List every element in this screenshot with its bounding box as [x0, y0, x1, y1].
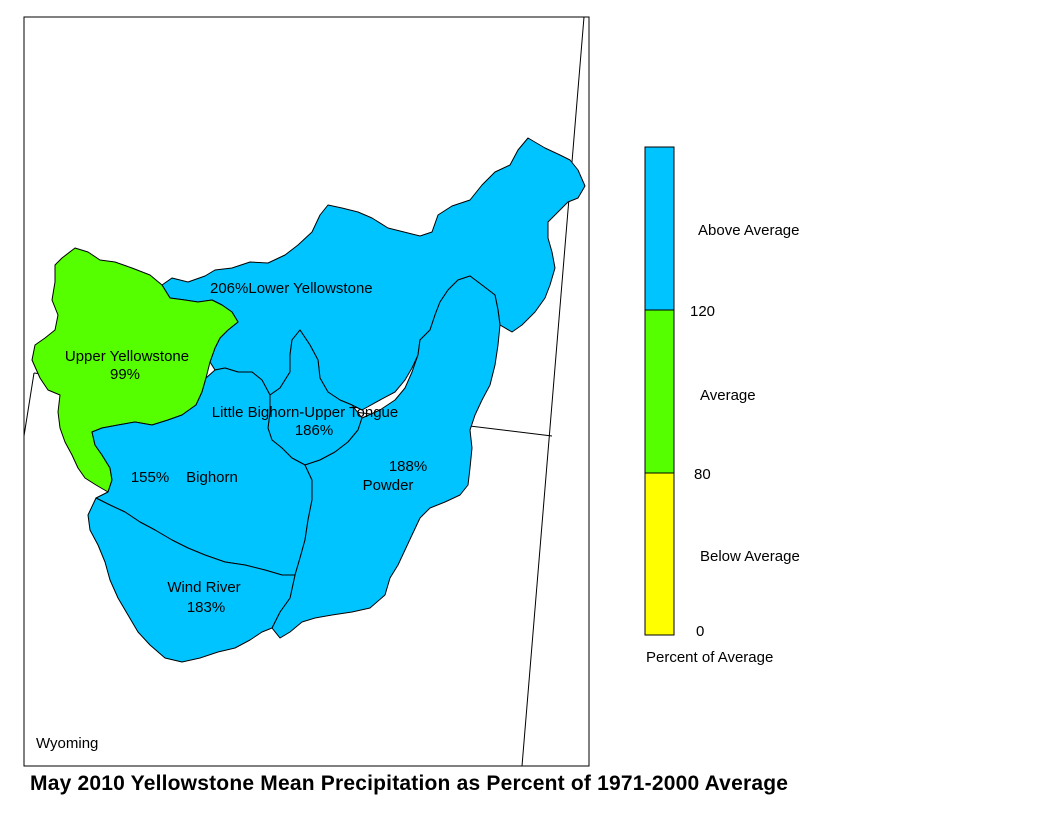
label-bighorn-percent: 155% [131, 469, 169, 486]
legend-swatch-average [645, 310, 674, 473]
legend-title: Percent of Average [646, 649, 773, 666]
legend-label-above: Above Average [698, 222, 799, 239]
label-little-bighorn-name: Little Bighorn-Upper Tongue [212, 404, 399, 421]
legend-break-0: 0 [696, 623, 704, 640]
label-lower-yellowstone: 206%Lower Yellowstone [210, 280, 373, 297]
legend: Above Average Average Below Average 120 … [645, 147, 800, 666]
label-upper-yellowstone-percent: 99% [110, 366, 140, 383]
label-wind-river-percent: 183% [187, 599, 225, 616]
legend-label-average: Average [700, 387, 756, 404]
legend-break-80: 80 [694, 466, 711, 483]
label-powder-name: Powder [363, 477, 414, 494]
label-bighorn-name: Bighorn [186, 469, 238, 486]
legend-break-120: 120 [690, 303, 715, 320]
label-little-bighorn-percent: 186% [295, 422, 333, 439]
label-upper-yellowstone-name: Upper Yellowstone [65, 348, 189, 365]
state-label: Wyoming [36, 735, 98, 752]
legend-swatch-below [645, 473, 674, 635]
label-wind-river-name: Wind River [167, 579, 240, 596]
legend-swatch-above [645, 147, 674, 310]
map-title: May 2010 Yellowstone Mean Precipitation … [30, 772, 788, 796]
legend-label-below: Below Average [700, 548, 800, 565]
label-powder-percent: 188% [389, 458, 427, 475]
